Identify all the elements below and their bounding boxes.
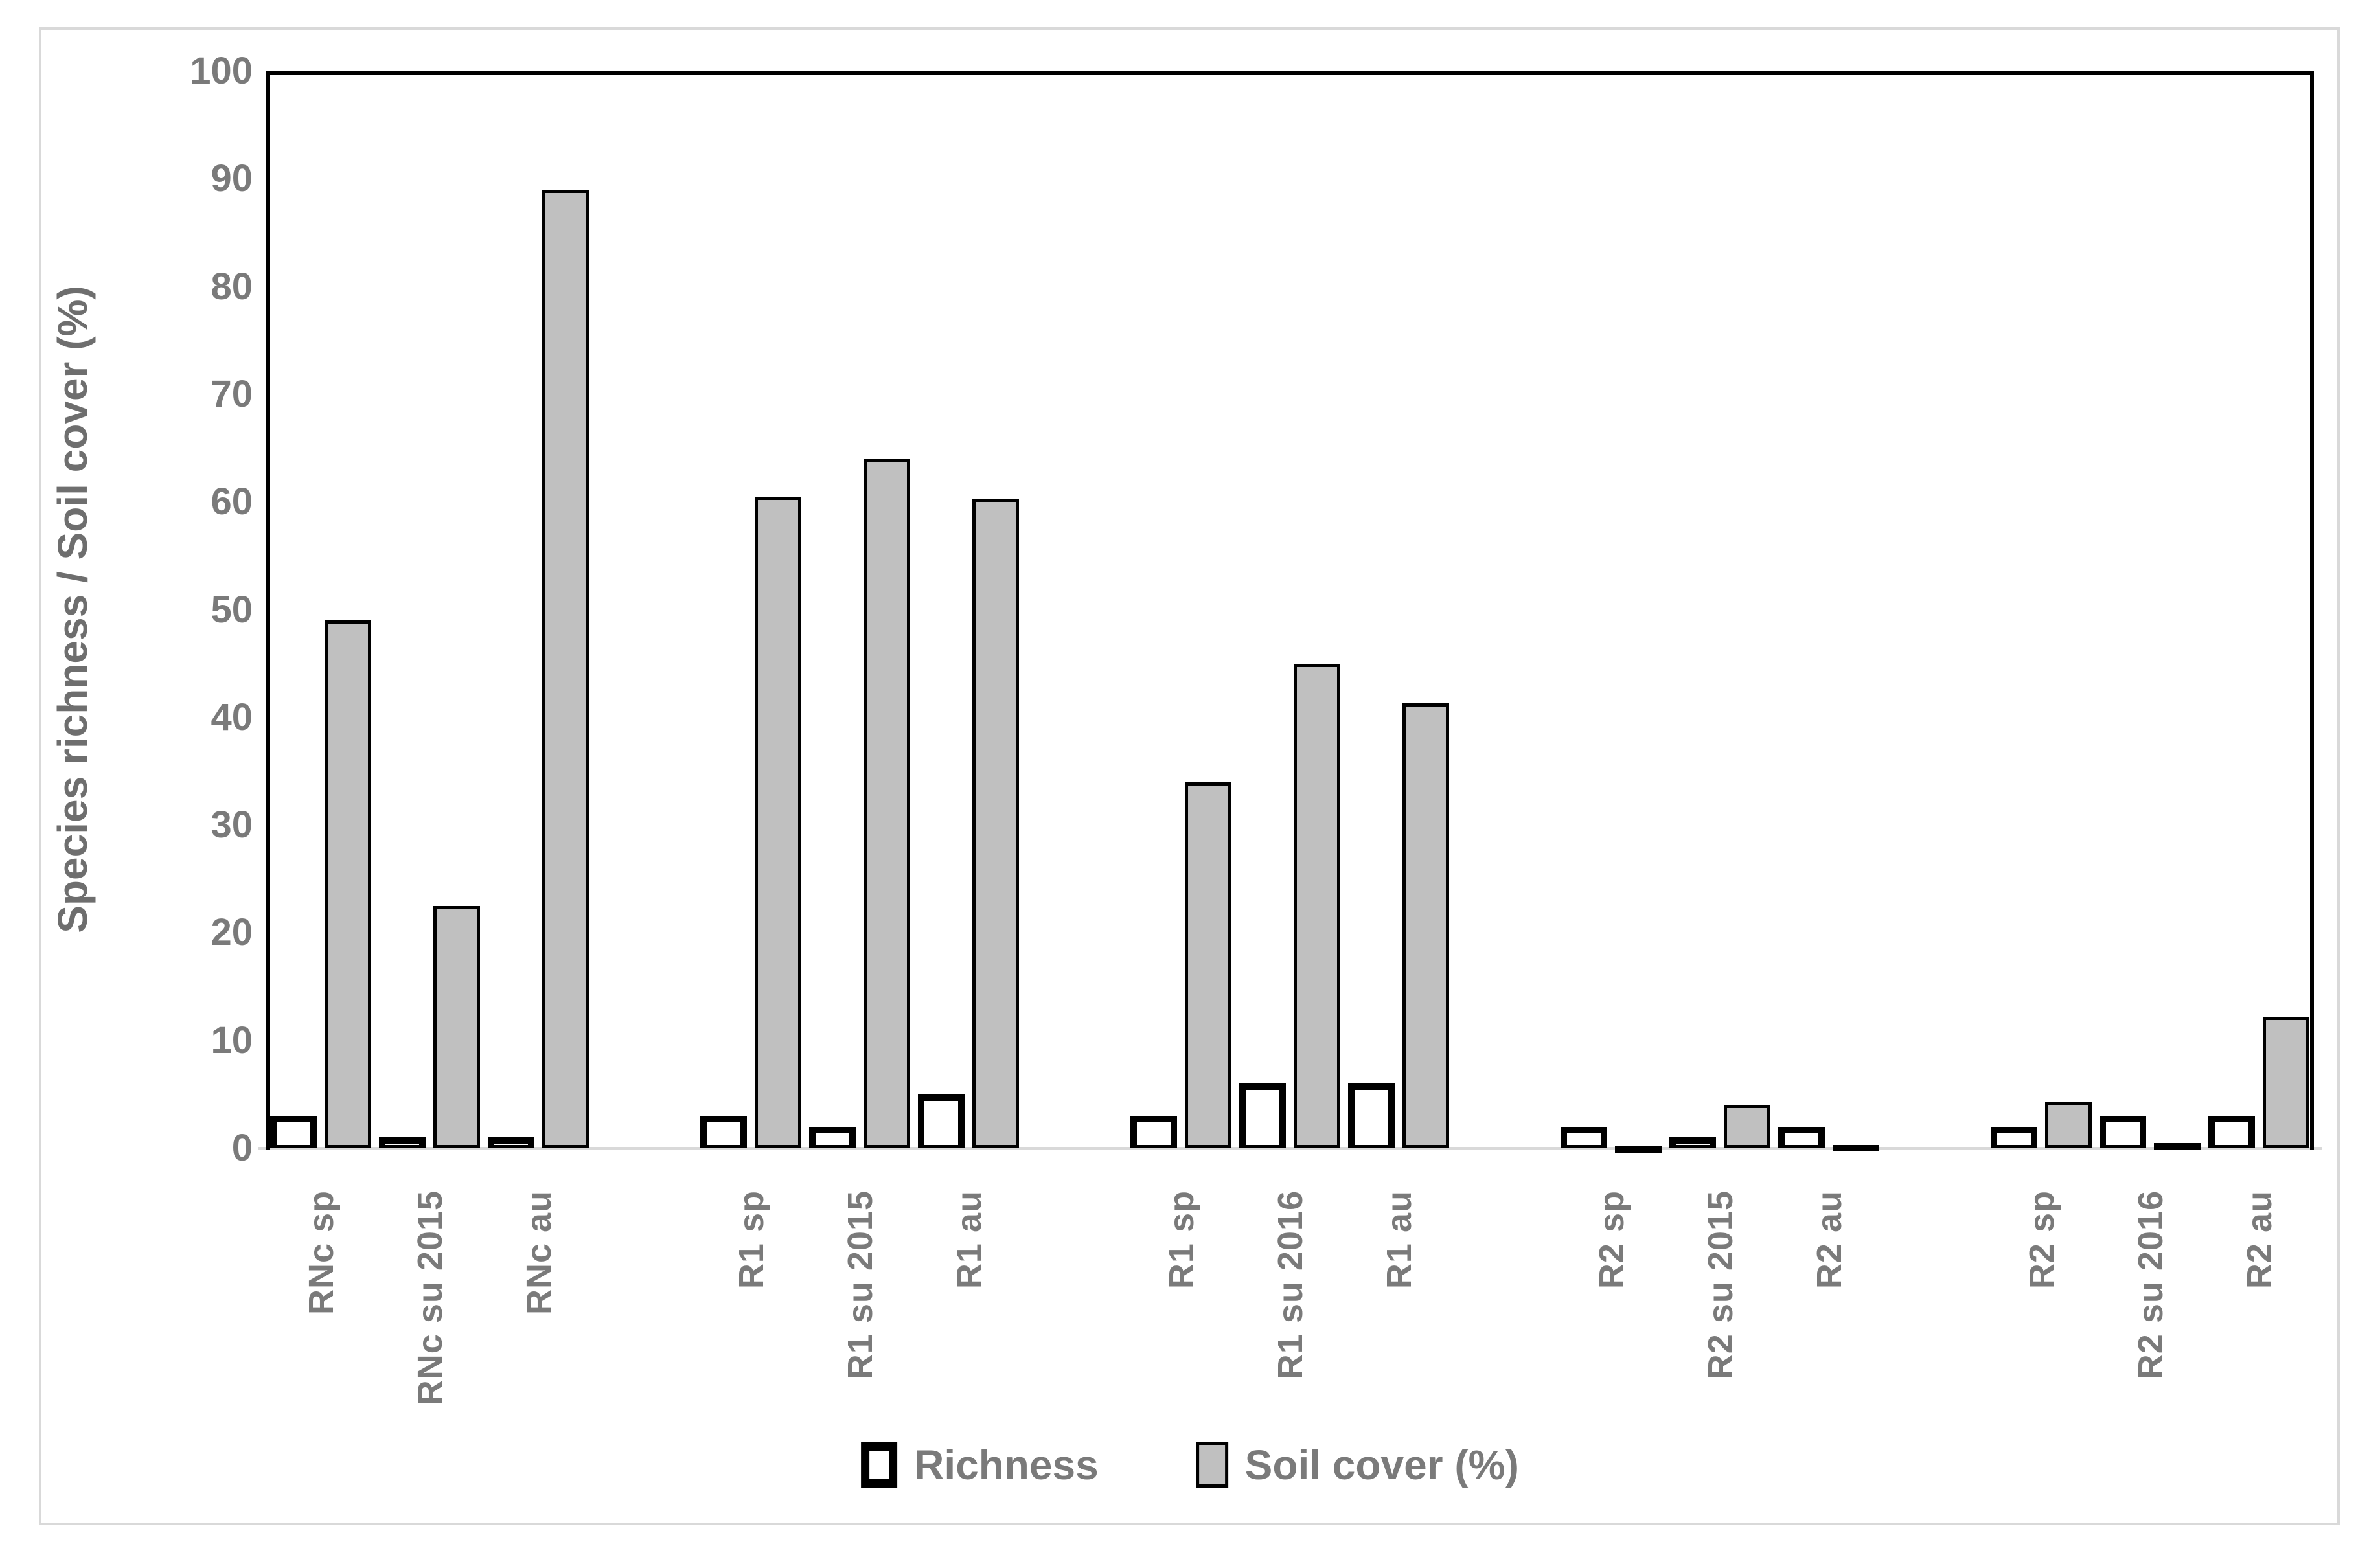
x-category-label: R2 sp xyxy=(1592,1190,1631,1289)
bar-soil-cover xyxy=(2045,1102,2092,1148)
legend-item: Richness xyxy=(861,1441,1099,1489)
x-category-label: R2 su 2016 xyxy=(2131,1190,2170,1380)
bar-richness xyxy=(918,1094,965,1148)
y-tick-label: 30 xyxy=(211,804,253,846)
bar-richness xyxy=(1991,1126,2037,1148)
legend-label: Richness xyxy=(914,1442,1099,1488)
bar-richness xyxy=(1778,1126,1825,1148)
bar-richness xyxy=(1130,1116,1177,1148)
x-category-label: R1 sp xyxy=(732,1190,771,1289)
y-axis-line xyxy=(266,71,270,1150)
bar-richness xyxy=(1561,1126,1607,1148)
bar-soil-cover xyxy=(542,189,589,1148)
bar-soil-cover xyxy=(1185,782,1231,1148)
y-tick-label: 90 xyxy=(211,157,253,200)
y-tick-label: 40 xyxy=(211,696,253,738)
bar-richness xyxy=(379,1137,426,1148)
y-tick-label: 70 xyxy=(211,372,253,415)
bar-soil-cover xyxy=(864,459,910,1148)
bar-soil-cover xyxy=(1402,703,1449,1148)
y-tick-label: 10 xyxy=(211,1019,253,1061)
bar-soil-cover xyxy=(1294,663,1340,1148)
x-category-label: R1 au xyxy=(1380,1190,1419,1289)
bar-richness xyxy=(1239,1083,1286,1148)
x-category-label: R1 sp xyxy=(1162,1190,1201,1289)
bar-richness xyxy=(270,1116,317,1148)
bar-soil-cover xyxy=(2154,1142,2201,1150)
y-tick-label: 60 xyxy=(211,481,253,523)
y-tick-label: 0 xyxy=(231,1127,253,1169)
bar-soil-cover xyxy=(2263,1017,2309,1148)
bar-richness xyxy=(1348,1083,1395,1148)
x-category-label: R2 sp xyxy=(2022,1190,2061,1289)
x-category-label: RNc au xyxy=(520,1190,558,1315)
plot-border-top xyxy=(266,71,2314,75)
legend-swatch-soil-cover xyxy=(1195,1442,1228,1488)
bar-richness xyxy=(2100,1116,2146,1148)
x-category-label: R2 au xyxy=(1810,1190,1849,1289)
bar-soil-cover xyxy=(325,620,371,1148)
bar-soil-cover xyxy=(433,905,480,1148)
bar-soil-cover xyxy=(1833,1145,1879,1151)
x-category-label: R2 au xyxy=(2240,1190,2279,1289)
bar-richness xyxy=(809,1126,856,1148)
plot-border-right xyxy=(2310,71,2314,1150)
x-category-label: R1 su 2016 xyxy=(1271,1190,1310,1380)
y-axis-title: Species richness / Soil cover (%) xyxy=(49,286,96,933)
y-tick-label: 100 xyxy=(190,50,253,92)
x-category-label: R1 au xyxy=(950,1190,989,1289)
bar-richness xyxy=(700,1116,747,1148)
x-category-label: RNc su 2015 xyxy=(411,1190,450,1406)
legend-item: Soil cover (%) xyxy=(1195,1441,1519,1489)
x-category-label: R1 su 2015 xyxy=(841,1190,880,1380)
y-tick-label: 50 xyxy=(211,588,253,631)
y-tick-label: 20 xyxy=(211,911,253,954)
x-axis-baseline xyxy=(258,1147,2322,1150)
bar-soil-cover xyxy=(1615,1146,1662,1153)
legend: Richness Soil cover (%) xyxy=(861,1441,1519,1489)
bar-soil-cover xyxy=(1724,1105,1770,1148)
bar-richness xyxy=(488,1137,534,1148)
x-category-label: R2 su 2015 xyxy=(1701,1190,1740,1380)
bar-soil-cover xyxy=(972,499,1019,1148)
legend-swatch-richness xyxy=(861,1442,898,1488)
bar-richness xyxy=(1669,1137,1716,1148)
bar-richness xyxy=(2208,1116,2255,1148)
y-tick-label: 80 xyxy=(211,265,253,308)
figure-frame xyxy=(39,27,2340,1525)
x-category-label: RNc sp xyxy=(302,1190,341,1315)
legend-label: Soil cover (%) xyxy=(1244,1442,1519,1488)
bar-soil-cover xyxy=(755,496,801,1148)
